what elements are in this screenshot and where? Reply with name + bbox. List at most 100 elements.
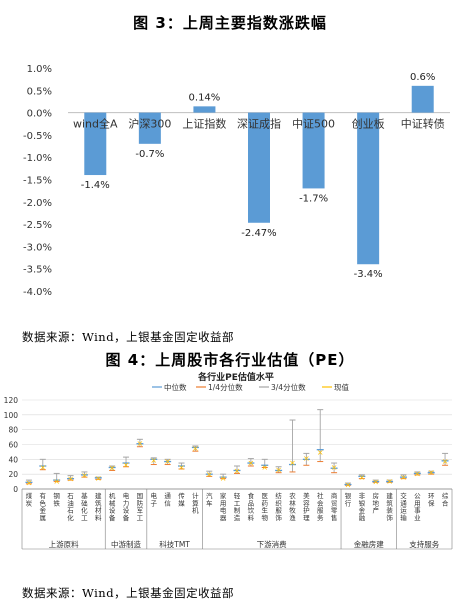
current-value-mark: ×	[317, 448, 324, 457]
current-value-mark: ×	[178, 463, 185, 472]
category-label: 银行	[345, 491, 352, 507]
category-label: 公用事业	[414, 492, 421, 522]
category-label: wind全A	[73, 117, 118, 131]
data-label: -3.4%	[354, 269, 383, 280]
category-label: 有色金属	[40, 491, 47, 522]
current-value-mark: ×	[289, 458, 296, 467]
current-value-mark: ×	[39, 463, 46, 472]
y-tick-label: -1.0%	[23, 153, 52, 164]
category-label: 房地产	[372, 491, 379, 515]
current-value-mark: ×	[123, 461, 130, 470]
current-value-mark: ×	[67, 475, 74, 484]
current-value-mark: ×	[26, 478, 33, 487]
y-tick-label: -3.5%	[23, 265, 52, 276]
category-label: 电子	[151, 491, 158, 507]
chart-title: 各行业PE估值水平	[197, 371, 274, 383]
category-label: 沪深300	[128, 117, 171, 131]
bar-1	[84, 112, 107, 176]
category-label: 医药生物	[261, 492, 268, 522]
data-label: 0.6%	[410, 72, 435, 83]
figure-4-title: 图 4：上周股市各行业估值（PE）	[105, 351, 355, 369]
data-label: -1.7%	[299, 193, 328, 204]
category-label: 钢铁	[53, 492, 60, 507]
y-tick-label: 20	[8, 470, 18, 479]
bar-7	[411, 85, 434, 113]
category-label: 建筑装饰	[386, 491, 393, 522]
data-label: 0.14%	[189, 92, 221, 103]
bar-4	[248, 112, 270, 223]
category-label: 美容护理	[303, 491, 310, 522]
legend-label: 中位数	[164, 382, 187, 392]
current-value-mark: ×	[150, 456, 157, 465]
current-value-mark: ×	[442, 457, 449, 466]
category-label: 非银金融	[359, 491, 366, 522]
data-label: -0.7%	[135, 149, 164, 160]
category-label: 基础化工	[81, 491, 88, 522]
group-label: 支持服务	[409, 539, 439, 549]
category-label: 家用电器	[220, 491, 227, 522]
current-value-mark: ×	[386, 477, 393, 486]
bar-5	[302, 112, 325, 189]
category-label: 食品饮料	[248, 491, 255, 522]
group-label: 下游消费	[257, 539, 287, 549]
category-label: 创业板	[352, 117, 385, 131]
current-value-mark: ×	[53, 477, 60, 486]
category-label: 上证指数	[182, 117, 226, 131]
y-tick-label: 100	[4, 411, 19, 420]
y-tick-label: 60	[8, 441, 18, 450]
y-tick-label: -2.0%	[23, 198, 52, 209]
group-label: 金融房建	[354, 539, 384, 549]
category-label: 计算机	[192, 491, 199, 515]
figure-3-title: 图 3：上周主要指数涨跌幅	[133, 14, 327, 32]
data-label: -1.4%	[81, 180, 110, 191]
y-tick-label: -1.5%	[23, 176, 52, 187]
legend-label: 1/4分位数	[208, 382, 243, 392]
category-label: 建筑材料	[95, 491, 102, 522]
category-label: 机械设备	[109, 491, 116, 522]
current-value-mark: ×	[261, 463, 268, 472]
category-label: 社会服务	[317, 491, 324, 522]
y-tick-label: -4.0%	[23, 287, 52, 298]
current-value-mark: ×	[206, 470, 213, 479]
category-label: 石油石化	[67, 492, 74, 522]
current-value-mark: ×	[400, 473, 407, 482]
category-label: 中证转债	[401, 117, 445, 131]
current-value-mark: ×	[234, 466, 241, 475]
current-value-mark: ×	[372, 478, 379, 487]
y-tick-label: 1.0%	[27, 64, 52, 75]
bar-6	[357, 112, 380, 265]
current-value-mark: ×	[109, 463, 116, 472]
category-label: 传媒	[178, 491, 185, 507]
current-value-mark: ×	[275, 466, 282, 475]
current-value-mark: ×	[220, 474, 227, 483]
index-change-bar-chart: 1.0% 0.5% 0.0% -0.5% -1.0% -1.5% -2.0% -2.5% -3.…	[23, 64, 450, 298]
bar-3	[193, 106, 216, 113]
bar-2	[138, 112, 161, 144]
data-label: -2.47%	[241, 228, 276, 239]
legend-label: 现值	[334, 382, 349, 392]
current-value-mark: ×	[428, 468, 435, 477]
category-label: 环保	[428, 492, 435, 507]
figure-4-source: 数据来源：Wind，上银基金固定收益部	[22, 586, 235, 600]
current-value-mark: ×	[331, 463, 338, 472]
category-label: 农林牧渔	[289, 491, 296, 522]
y-tick-label: -2.5%	[23, 220, 52, 231]
group-label: 中游制造	[111, 539, 141, 549]
current-value-mark: ×	[81, 471, 88, 480]
category-label: 汽车	[206, 491, 213, 507]
figure-3-source: 数据来源：Wind，上银基金固定收益部	[22, 330, 235, 344]
legend-label: 3/4分位数	[271, 382, 306, 392]
current-value-mark: ×	[345, 481, 352, 490]
category-label: 综合	[442, 491, 449, 507]
current-value-mark: ×	[358, 473, 365, 482]
current-value-mark: ×	[137, 439, 144, 448]
y-tick-label: 80	[8, 426, 18, 435]
category-label: 深证成指	[237, 117, 281, 131]
category-label: 中证500	[292, 118, 335, 131]
current-value-mark: ×	[414, 469, 421, 478]
category-label: 国防军工	[137, 492, 144, 522]
category-label: 通信	[164, 491, 171, 507]
group-label: 上游原料	[49, 539, 79, 549]
current-value-mark: ×	[95, 474, 102, 483]
